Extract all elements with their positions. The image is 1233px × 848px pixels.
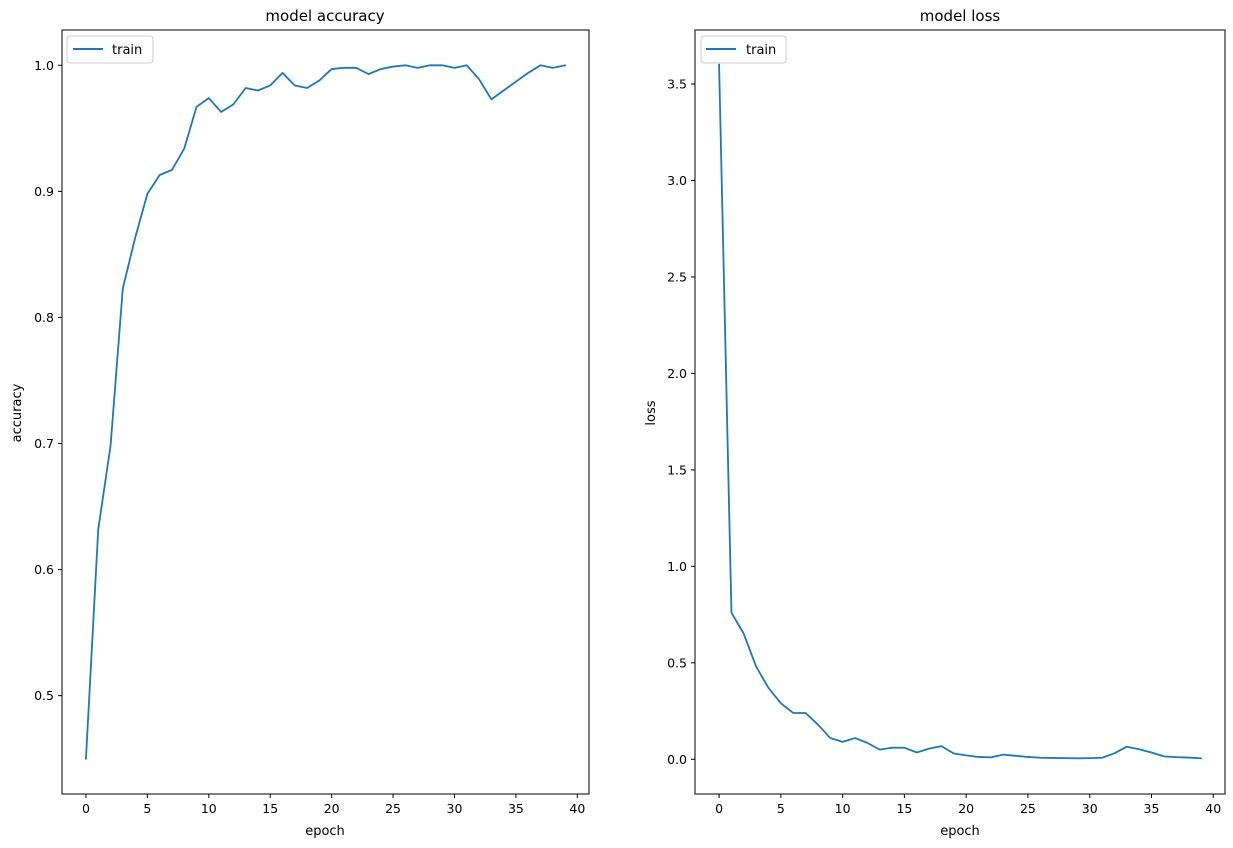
accuracy-legend-label: train (112, 43, 142, 58)
loss-x-tick-label: 10 (835, 801, 851, 816)
loss-x-tick-label: 35 (1144, 801, 1160, 816)
accuracy-chart: model accuracy epoch accuracy 0 5 10 15 20 25… (10, 7, 590, 839)
accuracy-ticks: 0 5 10 15 20 25 30 35 40 0.5 0.6 0.7 0.8 0.9 1.0 (34, 58, 585, 816)
accuracy-x-tick-label: 10 (201, 801, 217, 816)
loss-x-tick-label: 25 (1020, 801, 1036, 816)
accuracy-x-tick-label: 20 (324, 801, 340, 816)
accuracy-y-tick-label: 0.5 (34, 688, 54, 703)
accuracy-y-tick-label: 0.7 (34, 436, 54, 451)
accuracy-x-tick-label: 40 (569, 801, 585, 816)
loss-legend-box (700, 35, 787, 64)
loss-y-tick-label: 0.0 (667, 752, 687, 767)
loss-x-tick-label: 40 (1205, 801, 1221, 816)
loss-y-tick-label: 2.5 (667, 269, 687, 284)
accuracy-legend: train (66, 35, 154, 64)
accuracy-x-tick-label: 35 (508, 801, 524, 816)
accuracy-y-axis-label: accuracy (10, 383, 25, 442)
loss-plot-frame (694, 29, 1226, 795)
loss-y-tick-label: 3.0 (667, 173, 687, 188)
loss-chart: model loss epoch loss 0 5 10 15 20 25 30 35 40 0.… (644, 7, 1226, 839)
accuracy-x-tick-label: 25 (385, 801, 401, 816)
loss-x-tick-label: 0 (715, 801, 723, 816)
loss-legend: train (700, 35, 787, 64)
loss-y-axis-label: loss (644, 400, 659, 425)
accuracy-plot-lines (85, 64, 567, 760)
loss-x-tick-label: 20 (958, 801, 974, 816)
loss-plot-lines (718, 63, 1202, 760)
loss-x-tick-label: 30 (1082, 801, 1098, 816)
accuracy-y-tick-label: 0.6 (34, 562, 54, 577)
accuracy-y-tick-label: 1.0 (34, 58, 54, 73)
loss-ticks: 0 5 10 15 20 25 30 35 40 0.0 0.5 1.0 1.5 2.0 2.5 3.0 3.5 (667, 77, 1221, 816)
accuracy-y-tick-label: 0.8 (34, 310, 54, 325)
accuracy-x-tick-label: 5 (143, 801, 151, 816)
accuracy-x-tick-label: 15 (262, 801, 278, 816)
accuracy-x-tick-label: 30 (447, 801, 463, 816)
accuracy-plot-frame (61, 29, 590, 795)
loss-series-line-train (718, 63, 1202, 760)
loss-y-tick-label: 1.5 (667, 462, 687, 477)
loss-chart-title: model loss (920, 7, 1001, 25)
loss-legend-label: train (746, 43, 776, 58)
loss-y-tick-label: 0.5 (667, 655, 687, 670)
loss-x-tick-label: 15 (896, 801, 912, 816)
loss-x-axis-label: epoch (940, 824, 980, 839)
loss-y-tick-label: 1.0 (667, 559, 687, 574)
accuracy-chart-title: model accuracy (265, 7, 384, 25)
loss-x-tick-label: 5 (777, 801, 785, 816)
accuracy-legend-box (66, 35, 154, 64)
accuracy-y-tick-label: 0.9 (34, 184, 54, 199)
loss-y-tick-label: 3.5 (667, 77, 687, 92)
accuracy-x-axis-label: epoch (305, 824, 345, 839)
accuracy-series-line-train (85, 64, 567, 760)
accuracy-x-tick-label: 0 (82, 801, 90, 816)
loss-y-tick-label: 2.0 (667, 366, 687, 381)
